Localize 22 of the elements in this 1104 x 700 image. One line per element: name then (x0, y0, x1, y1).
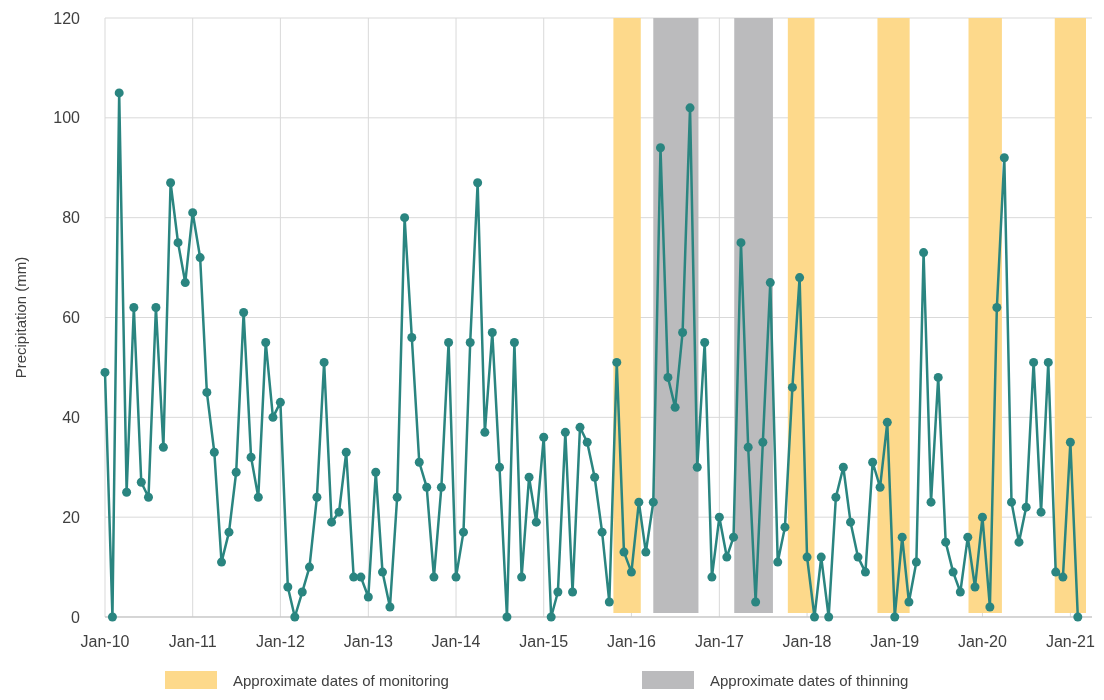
x-tick-label: Jan-12 (255, 633, 305, 650)
y-axis-title: Precipitation (mm) (12, 256, 29, 379)
x-tick-label: Jan-14 (431, 633, 481, 650)
y-tick-label: 20 (62, 508, 81, 526)
y-tick-label: 80 (62, 209, 81, 227)
y-tick-label: 120 (53, 9, 81, 27)
legend-label: Approximate dates of monitoring (233, 672, 449, 689)
x-tick-label: Jan-20 (957, 633, 1007, 650)
x-tick-label: Jan-10 (80, 633, 130, 650)
legend-label: Approximate dates of thinning (710, 672, 909, 689)
y-tick-label: 100 (53, 109, 81, 127)
y-tick-label: 0 (71, 608, 81, 626)
x-tick-label: Jan-17 (694, 633, 744, 650)
x-tick-label: Jan-15 (519, 633, 569, 650)
x-tick-label: Jan-21 (1045, 633, 1095, 650)
x-tick-label: Jan-16 (606, 633, 656, 650)
y-tick-label: 60 (62, 309, 81, 327)
x-tick-label: Jan-11 (168, 633, 217, 650)
x-tick-label: Jan-19 (870, 633, 920, 650)
y-tick-label: 40 (62, 408, 81, 426)
x-tick-label: Jan-13 (343, 633, 393, 650)
x-tick-label: Jan-18 (782, 633, 832, 650)
